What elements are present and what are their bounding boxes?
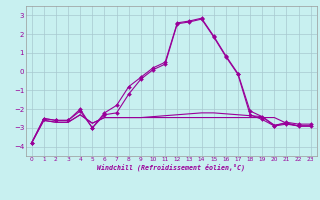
X-axis label: Windchill (Refroidissement éolien,°C): Windchill (Refroidissement éolien,°C) xyxy=(97,164,245,171)
